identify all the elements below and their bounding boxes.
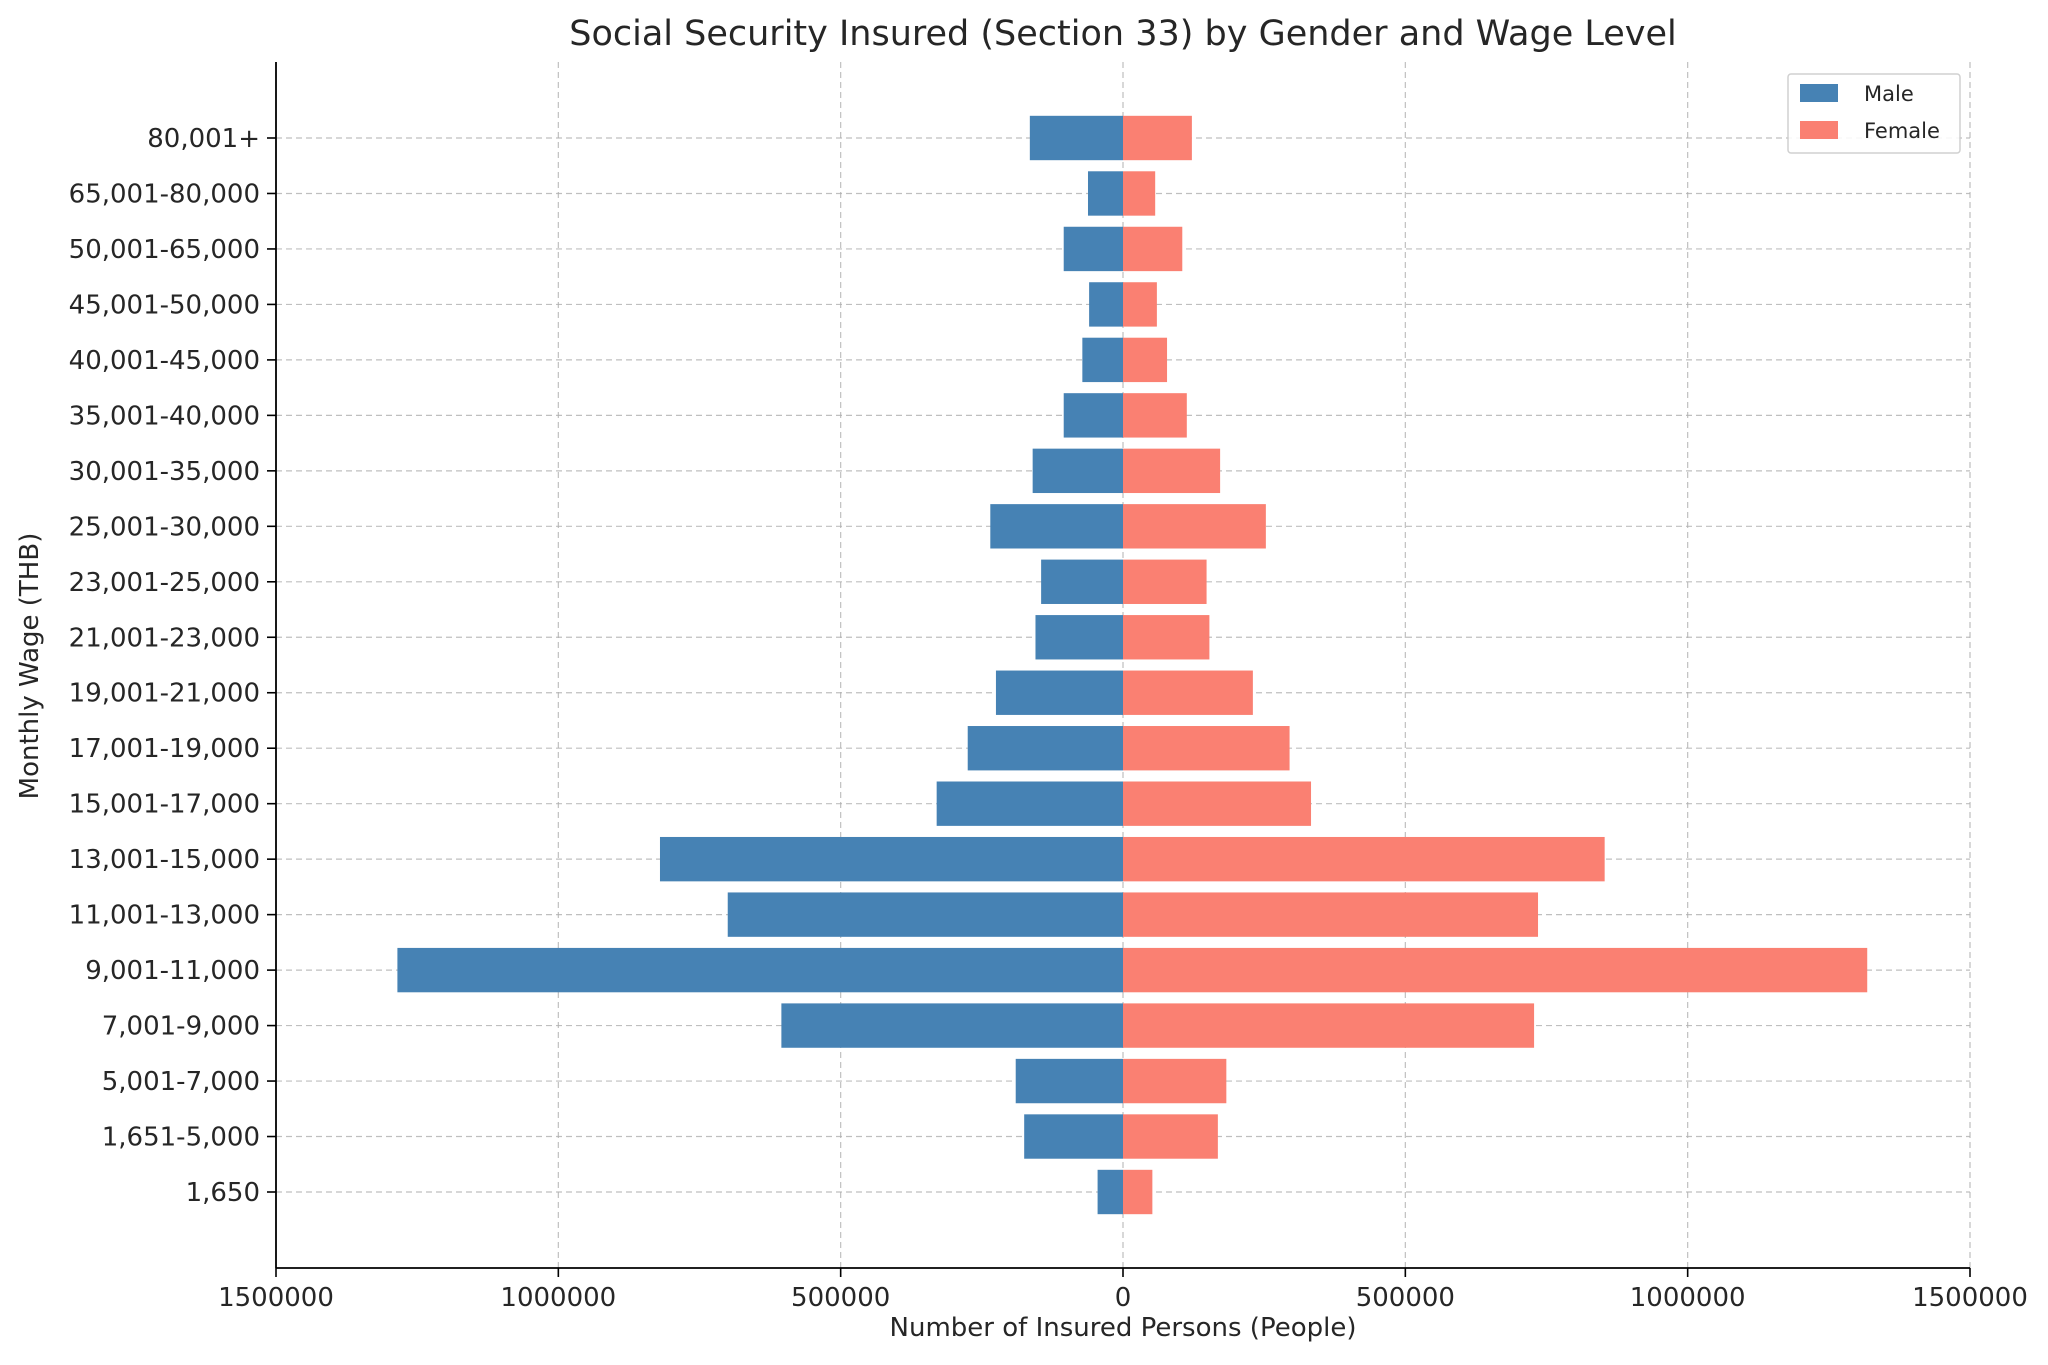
bar-female bbox=[1123, 947, 1868, 993]
x-tick-label: 1500000 bbox=[1912, 1283, 2028, 1313]
bar-male bbox=[1041, 559, 1123, 604]
y-tick-label: 11,001-13,000 bbox=[69, 901, 260, 931]
bar-male bbox=[1097, 1169, 1123, 1215]
y-tick-label: 45,001-50,000 bbox=[69, 290, 260, 320]
bar-male bbox=[727, 892, 1123, 937]
y-tick-label: 50,001-65,000 bbox=[69, 235, 260, 265]
y-tick-label: 1,651-5,000 bbox=[102, 1123, 260, 1153]
bar-male bbox=[1035, 615, 1123, 660]
legend: Male Female bbox=[1787, 73, 1961, 154]
bar-male bbox=[1029, 115, 1123, 161]
bar-female bbox=[1123, 726, 1290, 771]
axes-layer: 1500000 1000000 500000 0 500000 1000000 150000… bbox=[69, 62, 2028, 1313]
bar-female bbox=[1123, 1058, 1227, 1104]
bar-female bbox=[1123, 171, 1156, 216]
bar-female bbox=[1123, 393, 1187, 438]
bar-female bbox=[1123, 115, 1192, 161]
y-tick-label: 21,001-23,000 bbox=[69, 623, 260, 653]
bar-male bbox=[1087, 171, 1123, 216]
bar-female bbox=[1123, 1003, 1535, 1048]
bar-male bbox=[1024, 1114, 1123, 1159]
y-tick-label: 25,001-30,000 bbox=[69, 512, 260, 542]
bar-female bbox=[1123, 892, 1539, 937]
legend-label-female: Female bbox=[1864, 119, 1940, 143]
y-tick-label: 13,001-15,000 bbox=[69, 845, 260, 875]
x-tick-label: 500000 bbox=[791, 1283, 890, 1313]
y-tick-label: 35,001-40,000 bbox=[69, 401, 260, 431]
bar-female bbox=[1123, 781, 1312, 826]
bar-male bbox=[1015, 1058, 1123, 1104]
y-tick-label: 23,001-25,000 bbox=[69, 568, 260, 598]
bar-male bbox=[397, 947, 1123, 993]
y-tick-label: 30,001-35,000 bbox=[69, 457, 260, 487]
bar-male bbox=[1082, 337, 1123, 383]
bar-female bbox=[1123, 836, 1605, 882]
y-tick-label: 40,001-45,000 bbox=[69, 346, 260, 376]
x-tick-label: 1000000 bbox=[500, 1283, 616, 1313]
bar-male bbox=[1063, 393, 1123, 438]
bar-female bbox=[1123, 504, 1266, 549]
bar-male bbox=[1063, 226, 1123, 272]
x-tick-label: 500000 bbox=[1356, 1283, 1455, 1313]
legend-swatch-male bbox=[1800, 84, 1838, 102]
y-tick-label: 65,001-80,000 bbox=[69, 179, 260, 209]
bar-female bbox=[1123, 337, 1168, 383]
bar-female bbox=[1123, 282, 1157, 327]
x-tick-label: 1000000 bbox=[1630, 1283, 1746, 1313]
y-tick-label: 15,001-17,000 bbox=[69, 790, 260, 820]
bar-male bbox=[936, 781, 1123, 826]
bar-male bbox=[1032, 448, 1123, 494]
bar-female bbox=[1123, 559, 1207, 604]
bar-female bbox=[1123, 615, 1210, 660]
x-tick-label: 1500000 bbox=[218, 1283, 334, 1313]
bars-layer bbox=[397, 115, 1868, 1215]
bar-female bbox=[1123, 226, 1183, 272]
bar-male bbox=[781, 1003, 1123, 1048]
y-axis-label: Monthly Wage (THB) bbox=[15, 533, 45, 800]
y-tick-label: 17,001-19,000 bbox=[69, 734, 260, 764]
bar-male bbox=[990, 504, 1123, 549]
bar-female bbox=[1123, 1169, 1153, 1215]
bar-male bbox=[995, 670, 1123, 715]
bar-female bbox=[1123, 1114, 1218, 1159]
legend-label-male: Male bbox=[1864, 82, 1914, 106]
legend-swatch-female bbox=[1800, 121, 1838, 139]
x-tick-label: 0 bbox=[1115, 1283, 1132, 1313]
y-tick-label: 5,001-7,000 bbox=[102, 1067, 260, 1097]
bar-male bbox=[659, 836, 1123, 882]
y-tick-label: 80,001+ bbox=[147, 124, 260, 154]
bar-female bbox=[1123, 670, 1253, 715]
chart-title: Social Security Insured (Section 33) by … bbox=[569, 14, 1677, 54]
y-tick-label: 7,001-9,000 bbox=[102, 1012, 260, 1042]
y-tick-label: 1,650 bbox=[186, 1178, 260, 1208]
y-tick-label: 19,001-21,000 bbox=[69, 679, 260, 709]
x-axis-label: Number of Insured Persons (People) bbox=[890, 1313, 1357, 1343]
bar-male bbox=[967, 726, 1123, 771]
y-tick-label: 9,001-11,000 bbox=[85, 956, 260, 986]
bar-male bbox=[1089, 282, 1123, 327]
bar-female bbox=[1123, 448, 1221, 494]
